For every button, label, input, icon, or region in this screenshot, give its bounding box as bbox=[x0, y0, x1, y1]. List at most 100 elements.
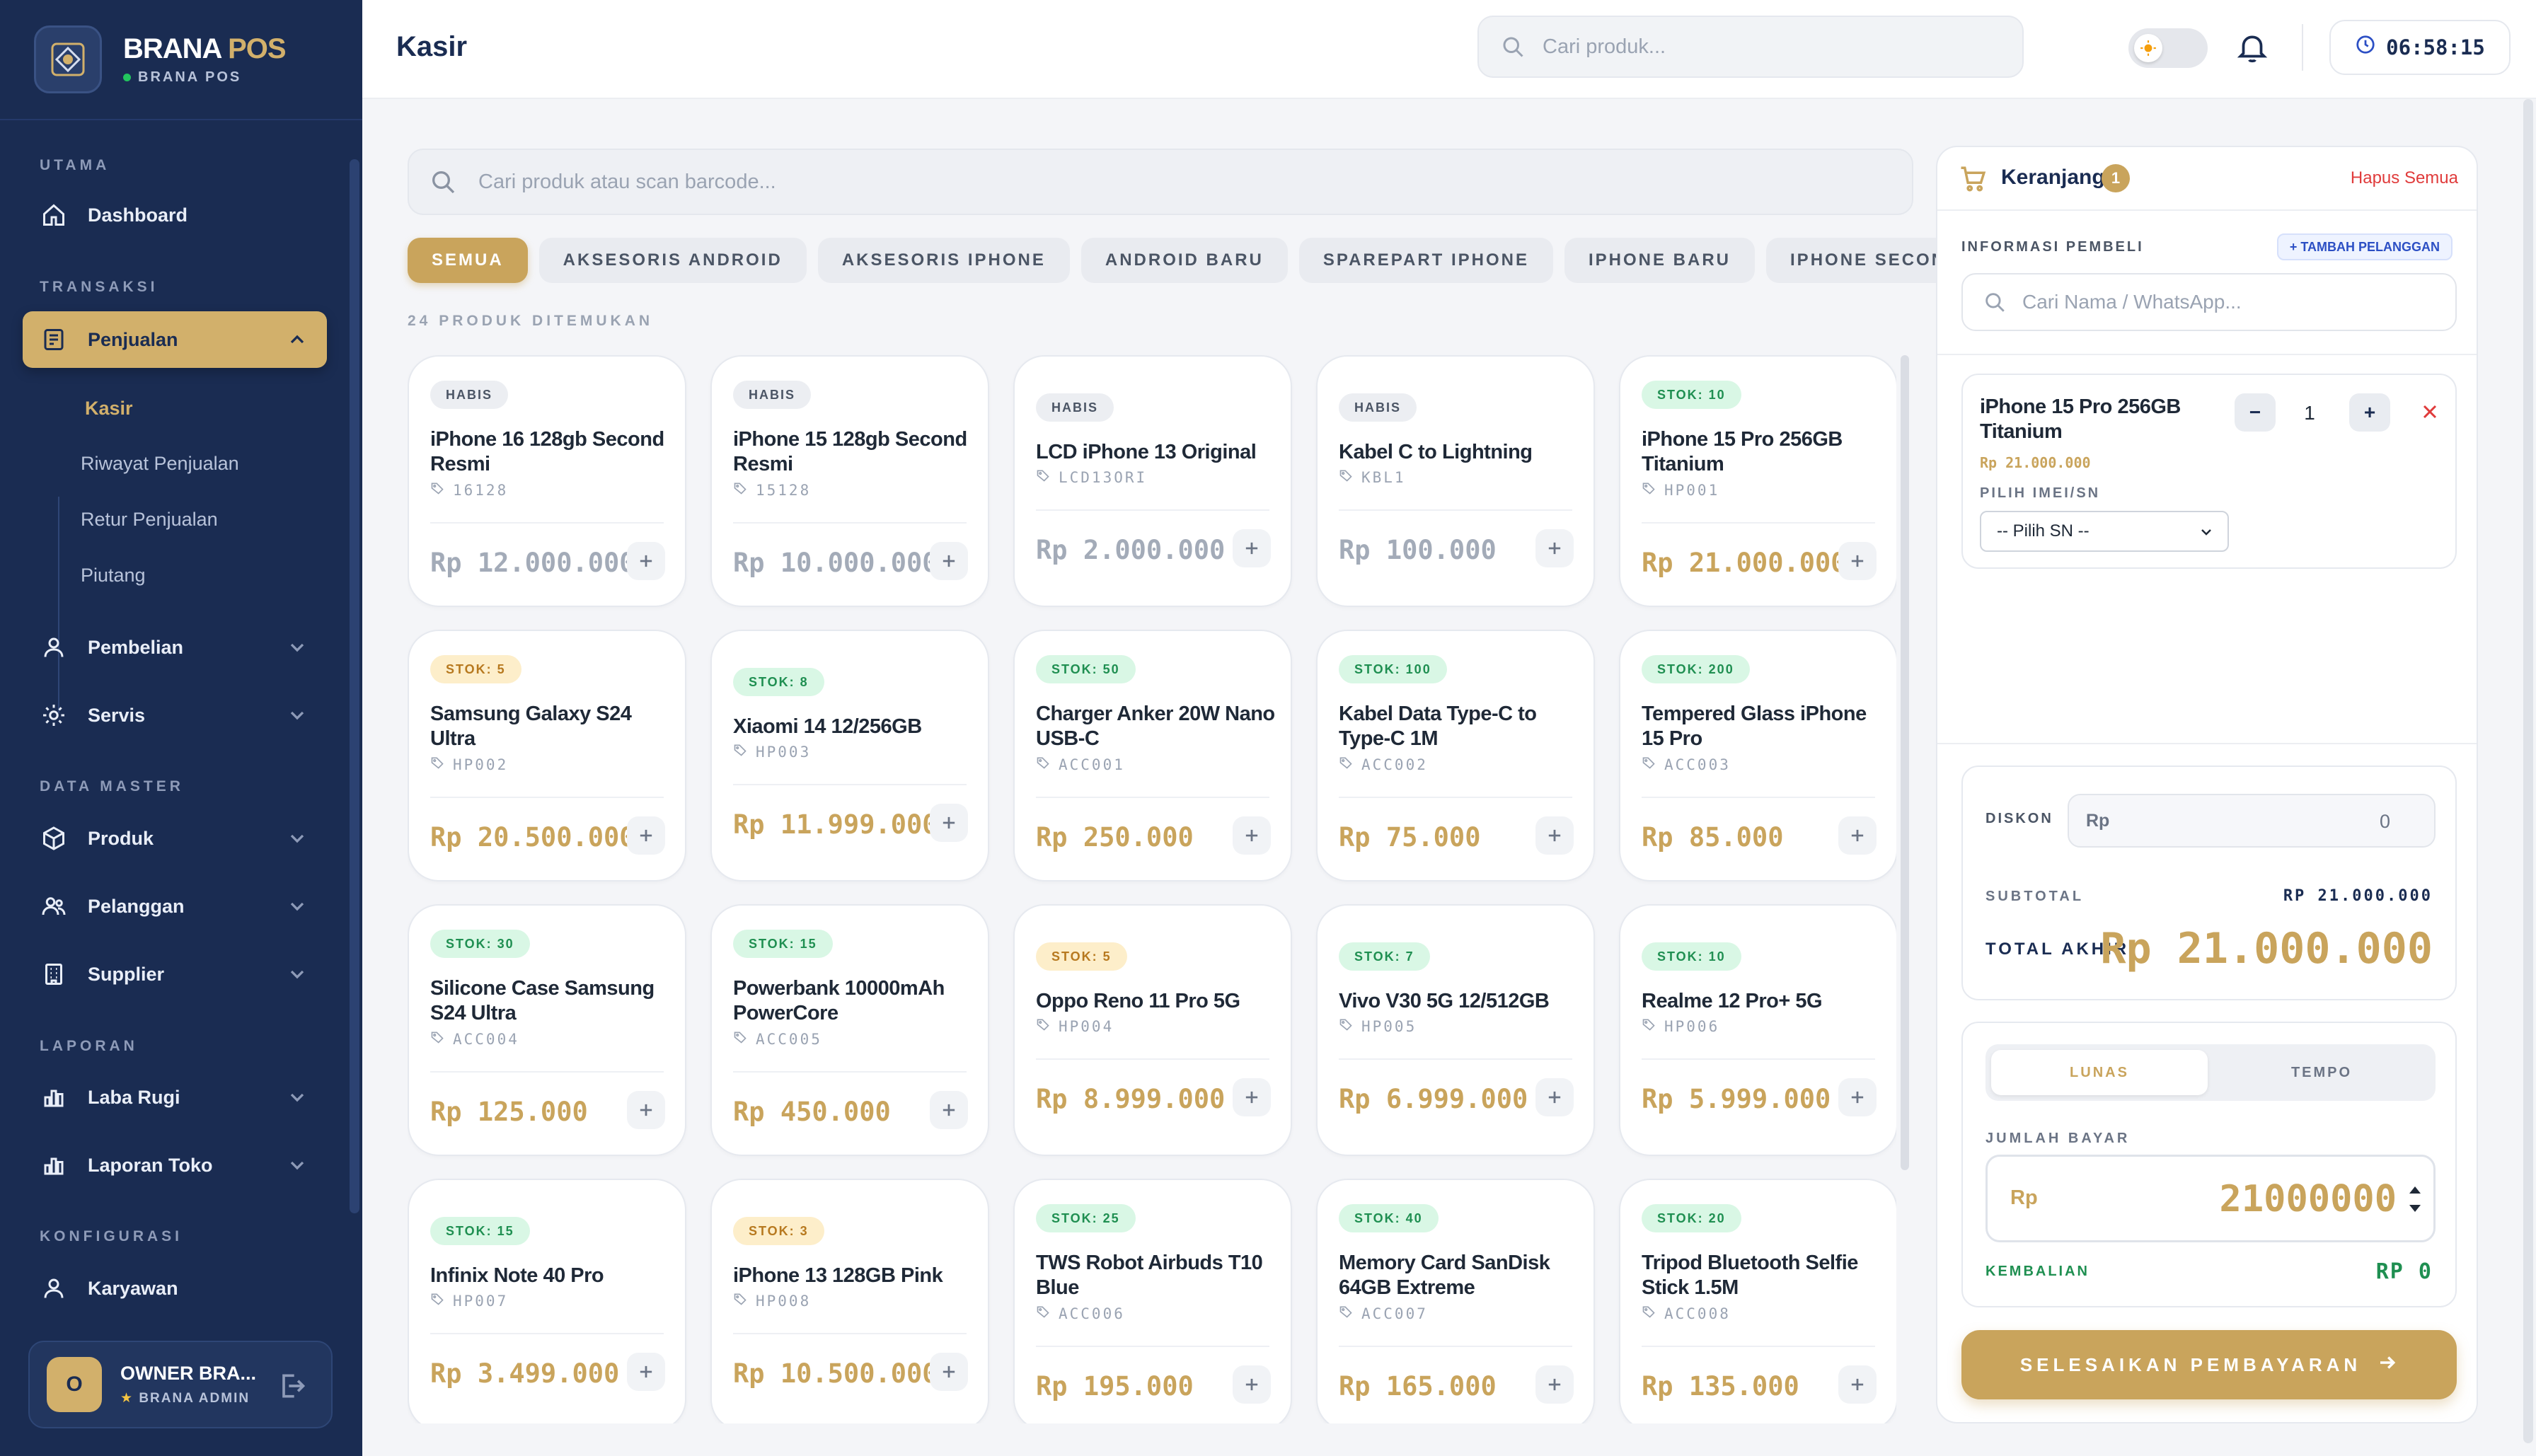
add-to-cart-button[interactable] bbox=[1233, 1078, 1271, 1116]
add-to-cart-button[interactable] bbox=[1233, 529, 1271, 567]
product-card[interactable]: STOK: 15 Infinix Note 40 Pro HP007 Rp 3.499… bbox=[408, 1179, 686, 1423]
sidebar-item-penjualan[interactable]: Penjualan bbox=[23, 311, 327, 368]
customer-search-input[interactable]: Cari Nama / WhatsApp... bbox=[1961, 273, 2457, 331]
category-tab-iphone-baru[interactable]: IPHONE BARU bbox=[1564, 238, 1756, 283]
stock-badge: HABIS bbox=[1036, 393, 1114, 422]
product-card[interactable]: STOK: 8 Xiaomi 14 12/256GB HP003 Rp 11.999.… bbox=[710, 630, 989, 882]
home-icon bbox=[40, 201, 68, 229]
add-to-cart-button[interactable] bbox=[1838, 1365, 1877, 1404]
product-card[interactable]: HABIS iPhone 15 128gb Second Resmi 15128 Rp… bbox=[710, 355, 989, 607]
divider bbox=[430, 797, 664, 798]
logout-icon[interactable] bbox=[276, 1370, 307, 1402]
category-tab-aksesoris-iphone[interactable]: AKSESORIS IPHONE bbox=[817, 238, 1070, 283]
amount-input[interactable]: Rp 21000000 bbox=[1985, 1155, 2436, 1242]
stock-badge: STOK: 5 bbox=[1036, 942, 1127, 971]
add-to-cart-button[interactable] bbox=[930, 542, 968, 580]
product-card[interactable]: STOK: 10 iPhone 15 Pro 256GB Titanium HP00… bbox=[1619, 355, 1896, 607]
sidebar-item-karyawan[interactable]: Karyawan bbox=[23, 1260, 327, 1317]
product-sku: ACC004 bbox=[430, 1030, 519, 1048]
order-summary: DISKON Rp 0 SUBTOTAL RP 21.000.000 TOTAL… bbox=[1961, 765, 2457, 1000]
sku-value: HP001 bbox=[1664, 482, 1720, 499]
product-grid-scrollbar[interactable] bbox=[1901, 355, 1909, 1170]
add-to-cart-button[interactable] bbox=[1838, 816, 1877, 855]
product-card[interactable]: STOK: 15 Powerbank 10000mAh PowerCore ACC0… bbox=[710, 904, 989, 1156]
product-card[interactable]: HABIS iPhone 16 128gb Second Resmi 16128 Rp… bbox=[408, 355, 686, 607]
add-to-cart-button[interactable] bbox=[1535, 816, 1574, 855]
add-to-cart-button[interactable] bbox=[627, 542, 665, 580]
add-to-cart-button[interactable] bbox=[627, 1091, 665, 1129]
add-to-cart-button[interactable] bbox=[1233, 816, 1271, 855]
sidebar-item-laporan-toko[interactable]: Laporan Toko bbox=[23, 1137, 327, 1194]
header-search-input[interactable]: Cari produk... bbox=[1477, 16, 2024, 78]
sidebar-item-pelanggan[interactable]: Pelanggan bbox=[23, 878, 327, 935]
sidebar-item-produk[interactable]: Produk bbox=[23, 810, 327, 867]
sidebar-subitem-retur-penjualan[interactable]: Retur Penjualan bbox=[81, 509, 218, 530]
add-to-cart-button[interactable] bbox=[1535, 529, 1574, 567]
add-customer-button[interactable]: + TAMBAH PELANGGAN bbox=[2276, 233, 2453, 260]
category-tab-sparepart-iphone[interactable]: SPAREPART IPHONE bbox=[1298, 238, 1553, 283]
add-to-cart-button[interactable] bbox=[930, 1091, 968, 1129]
product-card[interactable]: STOK: 100 Kabel Data Type-C to Type-C 1M A… bbox=[1316, 630, 1595, 882]
product-card[interactable]: STOK: 7 Vivo V30 5G 12/512GB HP005 Rp 6.999… bbox=[1316, 904, 1595, 1156]
add-to-cart-button[interactable] bbox=[1233, 1365, 1271, 1404]
theme-toggle[interactable] bbox=[2128, 28, 2208, 68]
product-card[interactable]: STOK: 200 Tempered Glass iPhone 15 Pro ACC… bbox=[1619, 630, 1896, 882]
chevron-down-icon bbox=[286, 827, 309, 850]
product-card[interactable]: STOK: 30 Silicone Case Samsung S24 Ultra A… bbox=[408, 904, 686, 1156]
sidebar-subitem-piutang[interactable]: Piutang bbox=[81, 565, 146, 586]
add-to-cart-button[interactable] bbox=[627, 816, 665, 855]
product-card[interactable]: HABIS Kabel C to Lightning KBL1 Rp 100.000 bbox=[1316, 355, 1595, 607]
plus-icon bbox=[640, 555, 652, 567]
category-tab-android-baru[interactable]: ANDROID BARU bbox=[1080, 238, 1288, 283]
close-icon[interactable] bbox=[2419, 400, 2441, 423]
sidebar-item-supplier[interactable]: Supplier bbox=[23, 946, 327, 1003]
sidebar-item-dashboard[interactable]: Dashboard bbox=[23, 187, 327, 243]
product-count: 24 PRODUK DITEMUKAN bbox=[408, 313, 654, 329]
stock-badge: STOK: 5 bbox=[430, 655, 521, 683]
discount-input[interactable]: Rp 0 bbox=[2068, 794, 2436, 848]
add-to-cart-button[interactable] bbox=[627, 1353, 665, 1391]
product-card[interactable]: STOK: 20 Tripod Bluetooth Selfie Stick 1.… bbox=[1619, 1179, 1896, 1423]
complete-payment-button[interactable]: SELESAIKAN PEMBAYARAN bbox=[1961, 1330, 2457, 1399]
category-tab-aksesoris-android[interactable]: AKSESORIS ANDROID bbox=[538, 238, 807, 283]
sidebar-subitem-kasir[interactable]: Kasir bbox=[85, 398, 133, 419]
sidebar-item-pembelian[interactable]: Pembelian bbox=[23, 619, 327, 676]
imei-select[interactable]: -- Pilih SN -- bbox=[1980, 511, 2229, 552]
add-to-cart-button[interactable] bbox=[1535, 1365, 1574, 1404]
add-to-cart-button[interactable] bbox=[930, 804, 968, 842]
user-profile-card[interactable]: O OWNER BRA... ★ BRANA ADMIN bbox=[28, 1341, 333, 1428]
add-to-cart-button[interactable] bbox=[930, 1353, 968, 1391]
product-sku: ACC002 bbox=[1339, 756, 1428, 774]
product-card[interactable]: STOK: 50 Charger Anker 20W Nano USB-C ACC0… bbox=[1013, 630, 1292, 882]
product-card[interactable]: STOK: 5 Samsung Galaxy S24 Ultra HP002 Rp 2… bbox=[408, 630, 686, 882]
section-label-laporan: LAPORAN bbox=[40, 1038, 138, 1054]
qty-decrease-button[interactable]: − bbox=[2235, 393, 2276, 432]
tab-tempo[interactable]: TEMPO bbox=[2290, 1064, 2353, 1080]
spinner-icon[interactable] bbox=[2407, 1179, 2423, 1219]
add-to-cart-button[interactable] bbox=[1535, 1078, 1574, 1116]
category-tab-semua[interactable]: SEMUA bbox=[408, 238, 528, 283]
product-card[interactable]: STOK: 40 Memory Card SanDisk 64GB Extreme… bbox=[1316, 1179, 1595, 1423]
chevron-down-icon bbox=[286, 1086, 309, 1109]
tab-lunas[interactable]: LUNAS bbox=[1991, 1050, 2208, 1095]
sidebar-subitem-riwayat-penjualan[interactable]: Riwayat Penjualan bbox=[81, 453, 239, 474]
product-card[interactable]: STOK: 25 TWS Robot Airbuds T10 Blue ACC006… bbox=[1013, 1179, 1292, 1423]
sidebar-item-laba-rugi[interactable]: Laba Rugi bbox=[23, 1069, 327, 1126]
product-card[interactable]: STOK: 5 Oppo Reno 11 Pro 5G HP004 Rp 8.999.… bbox=[1013, 904, 1292, 1156]
qty-increase-button[interactable]: + bbox=[2349, 393, 2390, 432]
stock-badge: STOK: 3 bbox=[733, 1217, 824, 1245]
product-search-input[interactable]: Cari produk atau scan barcode... bbox=[408, 149, 1913, 215]
sidebar-scrollbar[interactable] bbox=[350, 159, 359, 1213]
page-scrollbar[interactable] bbox=[2523, 99, 2533, 1443]
clear-cart-button[interactable]: Hapus Semua bbox=[2350, 168, 2458, 187]
tag-icon bbox=[1036, 468, 1050, 487]
divider bbox=[1642, 797, 1875, 798]
product-card[interactable]: HABIS LCD iPhone 13 Original LCD13ORI Rp 2.… bbox=[1013, 355, 1292, 607]
add-to-cart-button[interactable] bbox=[1838, 542, 1877, 580]
product-card[interactable]: STOK: 3 iPhone 13 128GB Pink HP008 Rp 10.50… bbox=[710, 1179, 989, 1423]
sku-value: ACC006 bbox=[1059, 1305, 1125, 1322]
add-to-cart-button[interactable] bbox=[1838, 1078, 1877, 1116]
notification-bell-icon[interactable] bbox=[2235, 30, 2270, 65]
product-card[interactable]: STOK: 10 Realme 12 Pro+ 5G HP006 Rp 5.999.0… bbox=[1619, 904, 1896, 1156]
sidebar-item-servis[interactable]: Servis bbox=[23, 687, 327, 744]
